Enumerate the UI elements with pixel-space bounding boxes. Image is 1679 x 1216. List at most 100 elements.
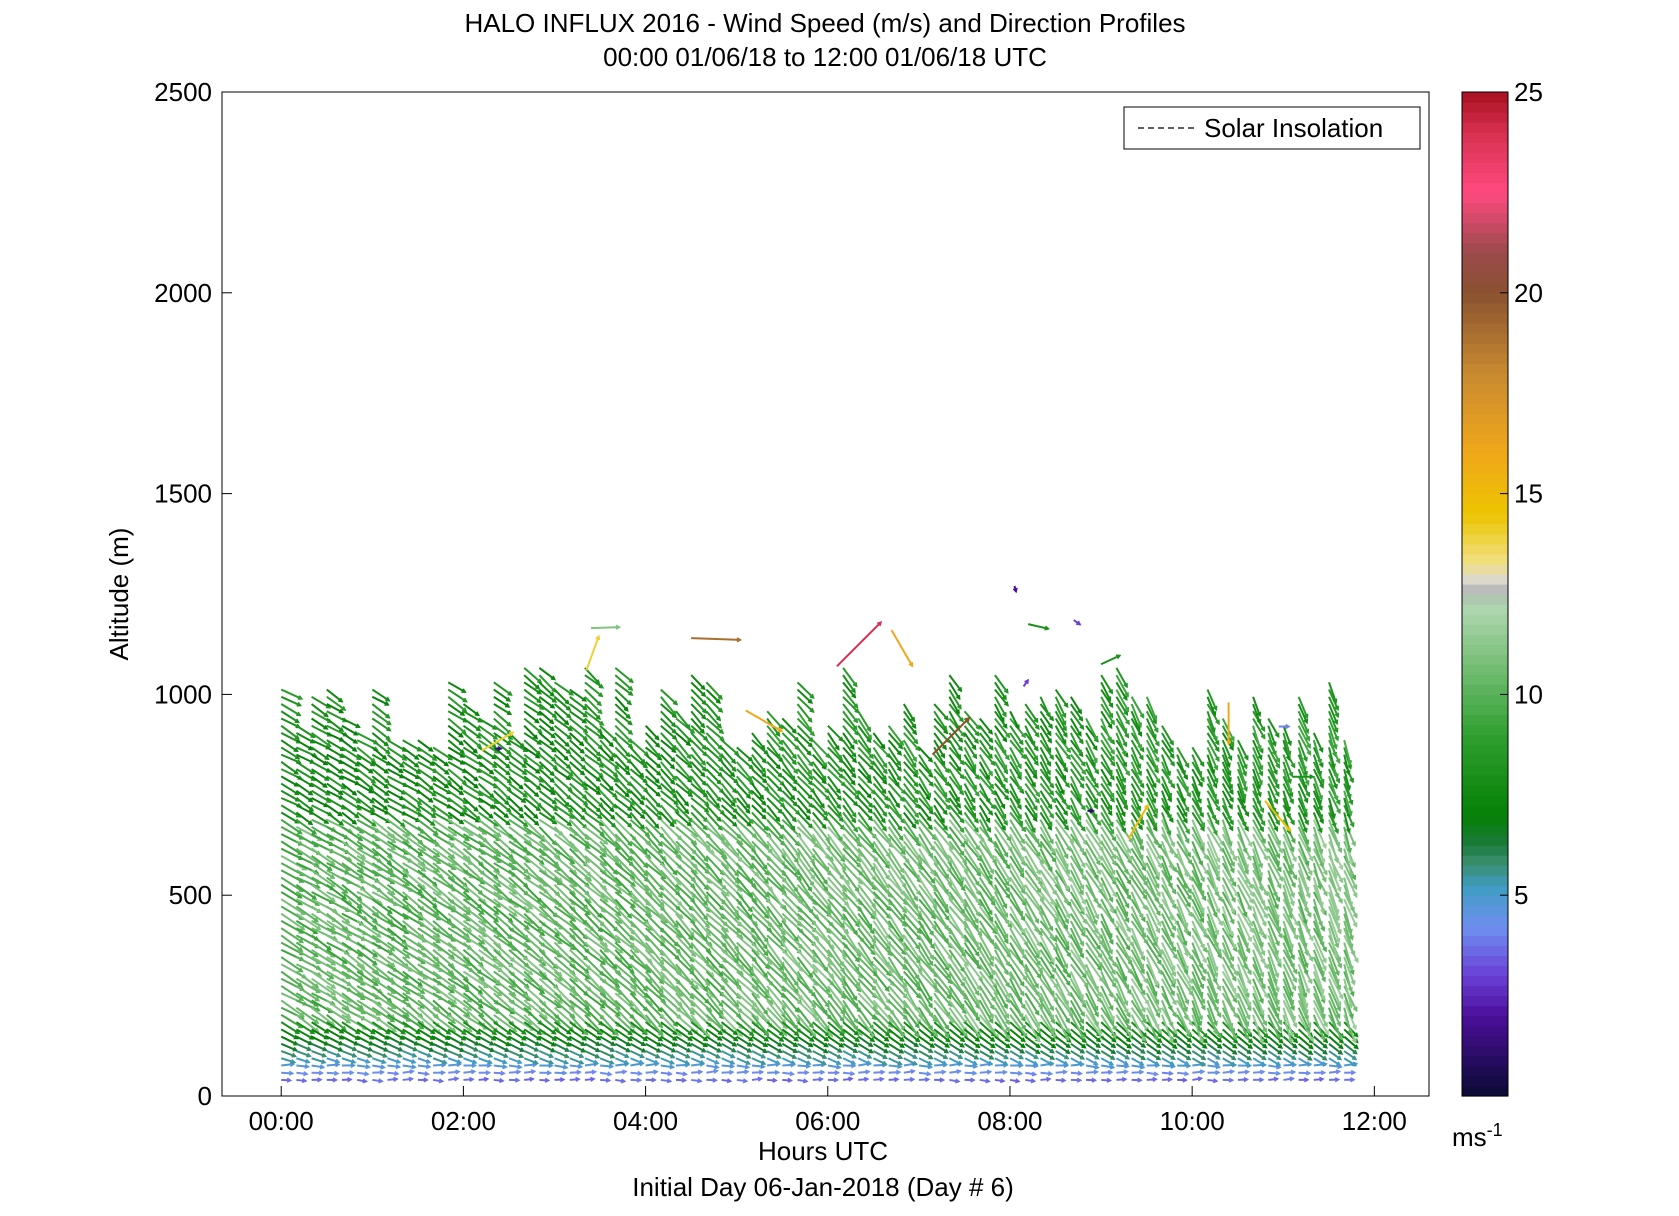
- wind-vector: [371, 746, 388, 760]
- wind-vector: [311, 869, 336, 888]
- wind-vector: [1101, 1064, 1116, 1070]
- wind-vector: [417, 746, 438, 761]
- wind-vector: [341, 855, 365, 872]
- wind-vector: [706, 1068, 719, 1074]
- wind-vector: [341, 1057, 357, 1065]
- wind-vector: [553, 782, 572, 801]
- colorbar-cell: [1462, 353, 1508, 364]
- colorbar-cell: [1462, 242, 1508, 254]
- colorbar-cell: [1462, 955, 1508, 967]
- wind-vector: [842, 1057, 857, 1065]
- x-axis-label-day: Initial Day 06-Jan-2018 (Day # 6): [632, 1172, 1014, 1202]
- colorbar-cell: [1462, 1055, 1508, 1067]
- x-tick-label: 08:00: [977, 1106, 1042, 1136]
- wind-vector: [1070, 1070, 1083, 1076]
- wind-vector: [311, 912, 336, 931]
- wind-vector: [523, 674, 541, 690]
- wind-vector: [311, 1050, 328, 1058]
- wind-vector: [933, 797, 948, 816]
- colorbar-cell: [1462, 674, 1508, 685]
- colorbar-cell: [1462, 332, 1508, 344]
- wind-vector: [523, 804, 539, 820]
- y-axis-label: Altitude (m): [104, 528, 134, 661]
- wind-vector: [812, 1069, 826, 1075]
- colorbar-cell: [1462, 513, 1508, 525]
- wind-vector: [1101, 1077, 1113, 1083]
- wind-vector: [417, 768, 437, 782]
- wind-vector: [371, 768, 390, 784]
- x-tick-label: 10:00: [1160, 1106, 1225, 1136]
- wind-vector: [1054, 985, 1072, 1013]
- wind-vector: [295, 985, 321, 1002]
- wind-vector: [539, 1077, 551, 1083]
- colorbar-unit: ms-1: [1452, 1120, 1503, 1152]
- wind-vector: [402, 855, 427, 872]
- wind-vector: [1176, 906, 1189, 935]
- wind-vector: [508, 992, 532, 1011]
- wind-vector: [463, 1076, 475, 1083]
- wind-vector: [386, 818, 411, 837]
- wind-vector: [447, 811, 465, 825]
- wind-vector: [432, 1050, 449, 1058]
- colorbar-cell: [1462, 794, 1508, 806]
- wind-vector: [280, 724, 300, 740]
- wind-vector: [386, 826, 410, 844]
- wind-vector: [432, 1057, 448, 1065]
- wind-vector: [660, 1071, 673, 1077]
- wind-vector: [569, 1057, 585, 1065]
- wind-vector: [1100, 654, 1122, 666]
- wind-vector: [1297, 927, 1309, 957]
- wind-vector: [356, 782, 374, 794]
- wind-vector: [447, 703, 466, 717]
- wind-vector: [478, 818, 502, 838]
- wind-vector: [417, 811, 436, 827]
- wind-vector: [508, 811, 529, 828]
- colorbar-cell: [1462, 202, 1508, 214]
- colorbar-cell: [1462, 845, 1508, 856]
- wind-vector: [295, 1006, 320, 1024]
- wind-vector: [1192, 1076, 1204, 1082]
- wind-vector: [371, 782, 390, 796]
- colorbar-cell: [1462, 563, 1508, 575]
- wind-vector: [432, 761, 450, 775]
- y-tick-label: 2500: [154, 77, 212, 107]
- wind-vector: [1055, 1077, 1067, 1083]
- wind-vector: [615, 1069, 628, 1075]
- wind-vector: [827, 1077, 840, 1083]
- wind-vector: [326, 999, 352, 1019]
- wind-vector: [356, 811, 377, 827]
- colorbar-cell: [1462, 553, 1508, 565]
- wind-vector: [311, 977, 337, 996]
- wind-vector: [1025, 1078, 1037, 1084]
- colorbar-cell: [1462, 463, 1508, 475]
- colorbar-cell: [1462, 694, 1508, 706]
- wind-vector: [326, 1057, 341, 1064]
- wind-vector: [447, 753, 466, 765]
- colorbar-cell: [1462, 875, 1508, 886]
- wind-vector: [569, 1063, 584, 1070]
- wind-vector: [447, 739, 465, 755]
- wind-vector: [341, 1077, 353, 1083]
- colorbar-cell: [1462, 443, 1508, 455]
- wind-vector: [1222, 1077, 1235, 1083]
- wind-vector: [614, 1057, 630, 1065]
- wind-vector: [1298, 1070, 1312, 1076]
- wind-vector: [463, 1050, 479, 1059]
- wind-vector: [371, 797, 389, 811]
- wind-vector: [857, 782, 872, 799]
- wind-vector: [767, 1077, 778, 1083]
- wind-vector: [508, 746, 529, 763]
- wind-vector: [782, 1077, 793, 1083]
- wind-vector: [629, 739, 650, 757]
- wind-vector: [311, 963, 335, 980]
- wind-vector: [387, 1042, 404, 1052]
- wind-vector: [1101, 1069, 1114, 1075]
- wind-vector: [1298, 1077, 1310, 1083]
- wind-vector: [675, 1077, 688, 1083]
- colorbar-cell: [1462, 604, 1508, 615]
- wind-vector: [1237, 1069, 1251, 1075]
- wind-vector: [417, 1077, 429, 1083]
- wind-vector: [1344, 1069, 1357, 1076]
- wind-vector: [903, 1076, 916, 1083]
